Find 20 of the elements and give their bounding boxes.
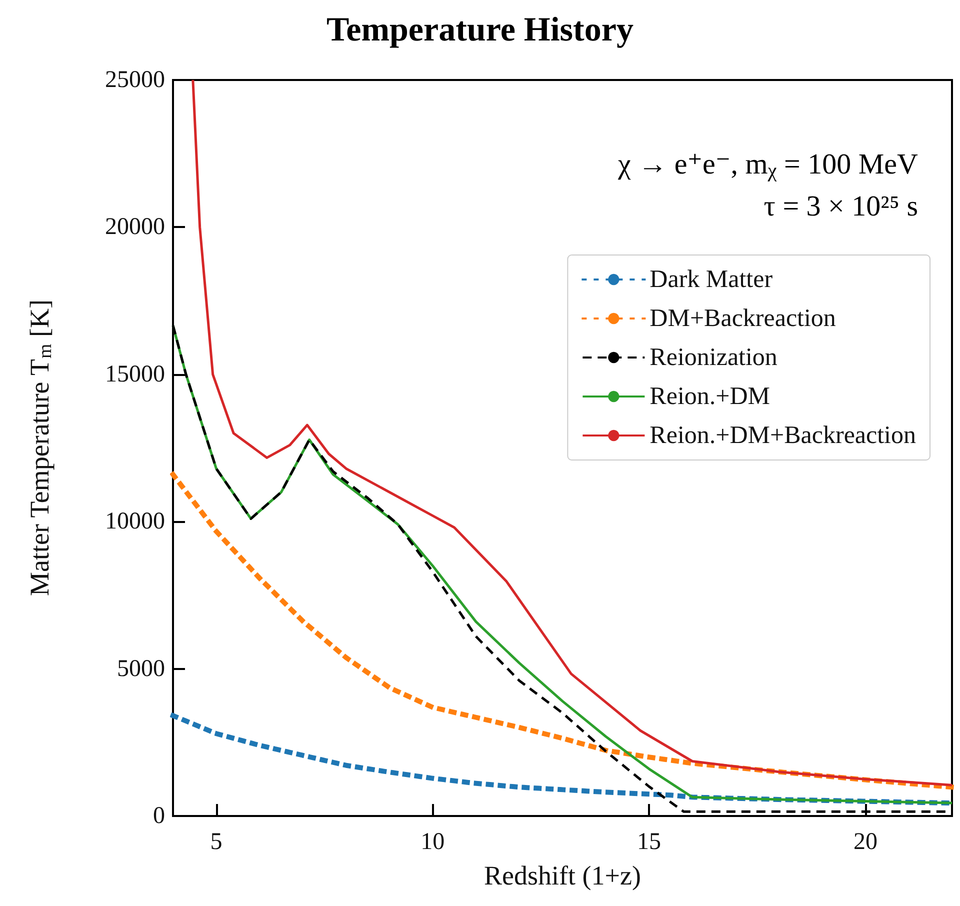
annotation: τ = 3 × 10²⁵ s (764, 190, 918, 222)
x-axis-title: Redshift (1+z) (484, 860, 641, 890)
x-tick-label: 20 (853, 829, 878, 855)
y-tick-label: 15000 (105, 361, 165, 388)
line-series (192, 78, 954, 786)
chart-title: Temperature History (326, 12, 634, 48)
x-tick-label: 5 (210, 829, 222, 855)
y-tick-label: 10000 (105, 508, 165, 535)
x-tick-label: 15 (637, 829, 662, 855)
y-tick-label: 0 (153, 803, 165, 829)
legend-label: Reionization (650, 344, 778, 371)
y-tick-label: 25000 (105, 67, 165, 93)
y-tick-label: 5000 (117, 656, 165, 682)
legend-label: Reion.+DM+Backreaction (650, 422, 916, 449)
legend-label: DM+Backreaction (650, 305, 836, 332)
y-tick-label: 20000 (105, 214, 165, 240)
x-tick-label: 10 (420, 829, 445, 855)
legend-label: Reion.+DM (650, 383, 770, 410)
y-axis-title: Matter Temperature Tm [K] (24, 300, 56, 596)
legend-label: Dark Matter (650, 266, 774, 293)
